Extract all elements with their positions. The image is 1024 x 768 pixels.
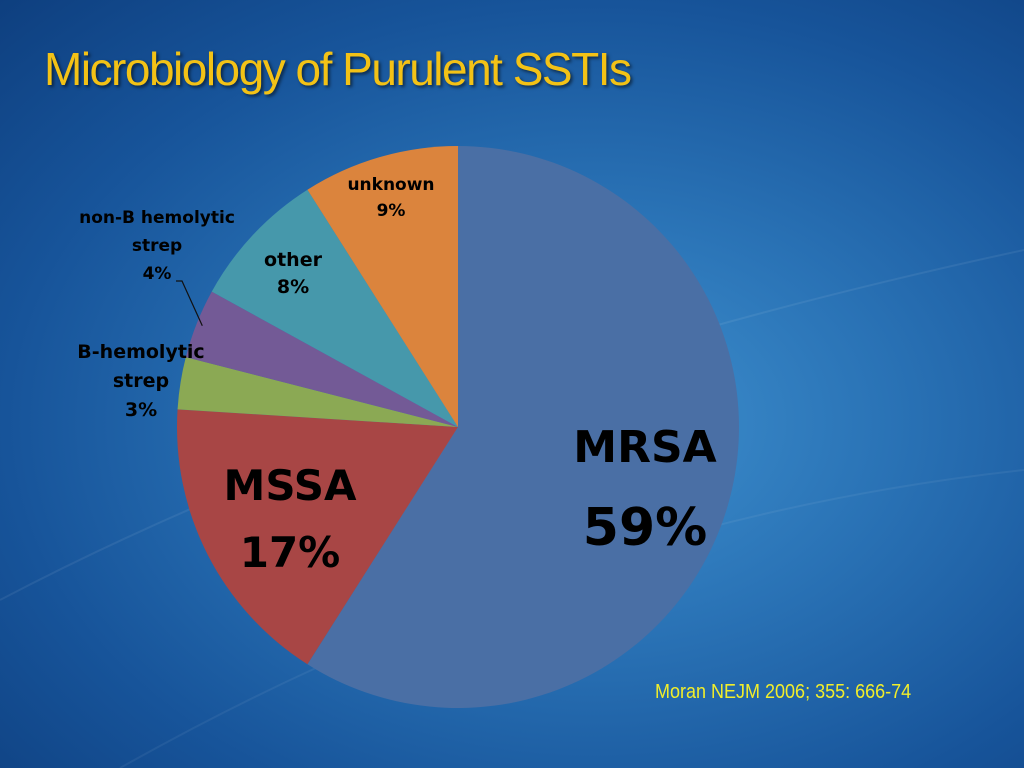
pie-slice-mssa (176, 409, 458, 665)
slice-label-b-hemolytic-strep: B-hemolytic strep (77, 341, 204, 392)
pie-slice-unknown (307, 146, 458, 427)
slide-title: Microbiology of Purulent SSTIs (44, 43, 632, 95)
pie-slice-other (211, 189, 458, 427)
pie-slice-mrsa (307, 146, 739, 708)
slice-label-unknown: unknown (347, 175, 434, 195)
slice-value-non-b-hemolytic-strep: 4% (143, 264, 172, 284)
pie-slice-non-b-hemolytic-strep (185, 291, 458, 427)
leader-line-non-b-hemolytic-strep (176, 280, 203, 327)
slice-label-other: other (264, 249, 323, 271)
slice-value-unknown: 9% (377, 201, 406, 221)
slice-label-mrsa: MRSA (573, 422, 716, 473)
slice-value-other: 8% (277, 276, 309, 298)
slice-value-b-hemolytic-strep: 3% (125, 399, 157, 421)
slice-label-mssa: MSSA (224, 461, 357, 510)
slice-value-mssa: 17% (240, 528, 341, 577)
slice-value-mrsa: 59% (583, 498, 707, 558)
slice-label-non-b-hemolytic-strep: non-B hemolytic strep (79, 208, 235, 256)
citation: Moran NEJM 2006; 355: 666-74 (655, 681, 912, 703)
pie-slice-b-hemolytic-strep (177, 357, 459, 427)
